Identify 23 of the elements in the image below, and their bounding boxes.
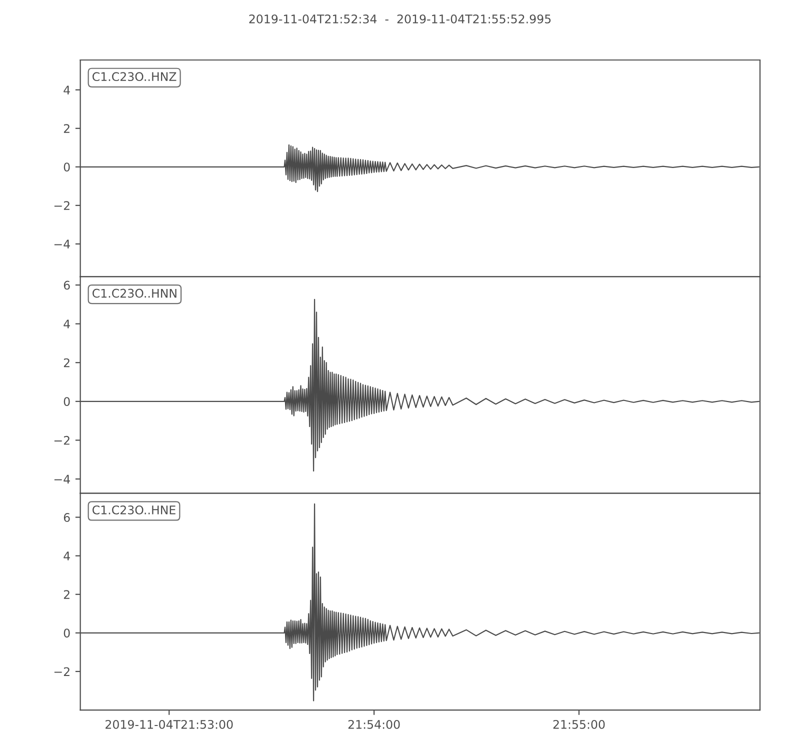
y-tick-label: 0	[64, 162, 70, 172]
x-tick-label: 21:55:00	[553, 720, 605, 729]
y-tick-label: 0	[64, 397, 70, 406]
y-tick-label: 4	[64, 86, 70, 94]
annotation: C1.C23O..HNN	[92, 288, 176, 298]
y-tick-label: 6	[64, 280, 70, 290]
y-tick-label: 2	[64, 358, 70, 368]
annotation: C1.C23O..HNZ	[92, 72, 176, 82]
x-tick-label: 2019-11-04T21:53:00	[106, 720, 233, 729]
y-tick-label: −2	[54, 201, 70, 210]
y-tick-label: −4	[54, 240, 70, 248]
y-tick-label: 6	[64, 512, 70, 522]
y-tick-label: −2	[54, 436, 70, 445]
y-tick-label: −2	[54, 667, 70, 676]
y-tick-label: 4	[64, 552, 70, 560]
chart-title: 2019-11-04T21:52:34 - 2019-11-04T21:55:52.995	[249, 14, 551, 24]
y-tick-label: 4	[64, 320, 70, 328]
x-tick-label: 21:54:00	[348, 720, 400, 729]
y-tick-label: 2	[64, 590, 70, 599]
y-tick-label: −4	[54, 474, 70, 484]
annotation: C1.C23O..HNE	[92, 505, 176, 514]
y-tick-label: 2	[64, 124, 70, 133]
y-tick-label: 0	[64, 628, 70, 638]
